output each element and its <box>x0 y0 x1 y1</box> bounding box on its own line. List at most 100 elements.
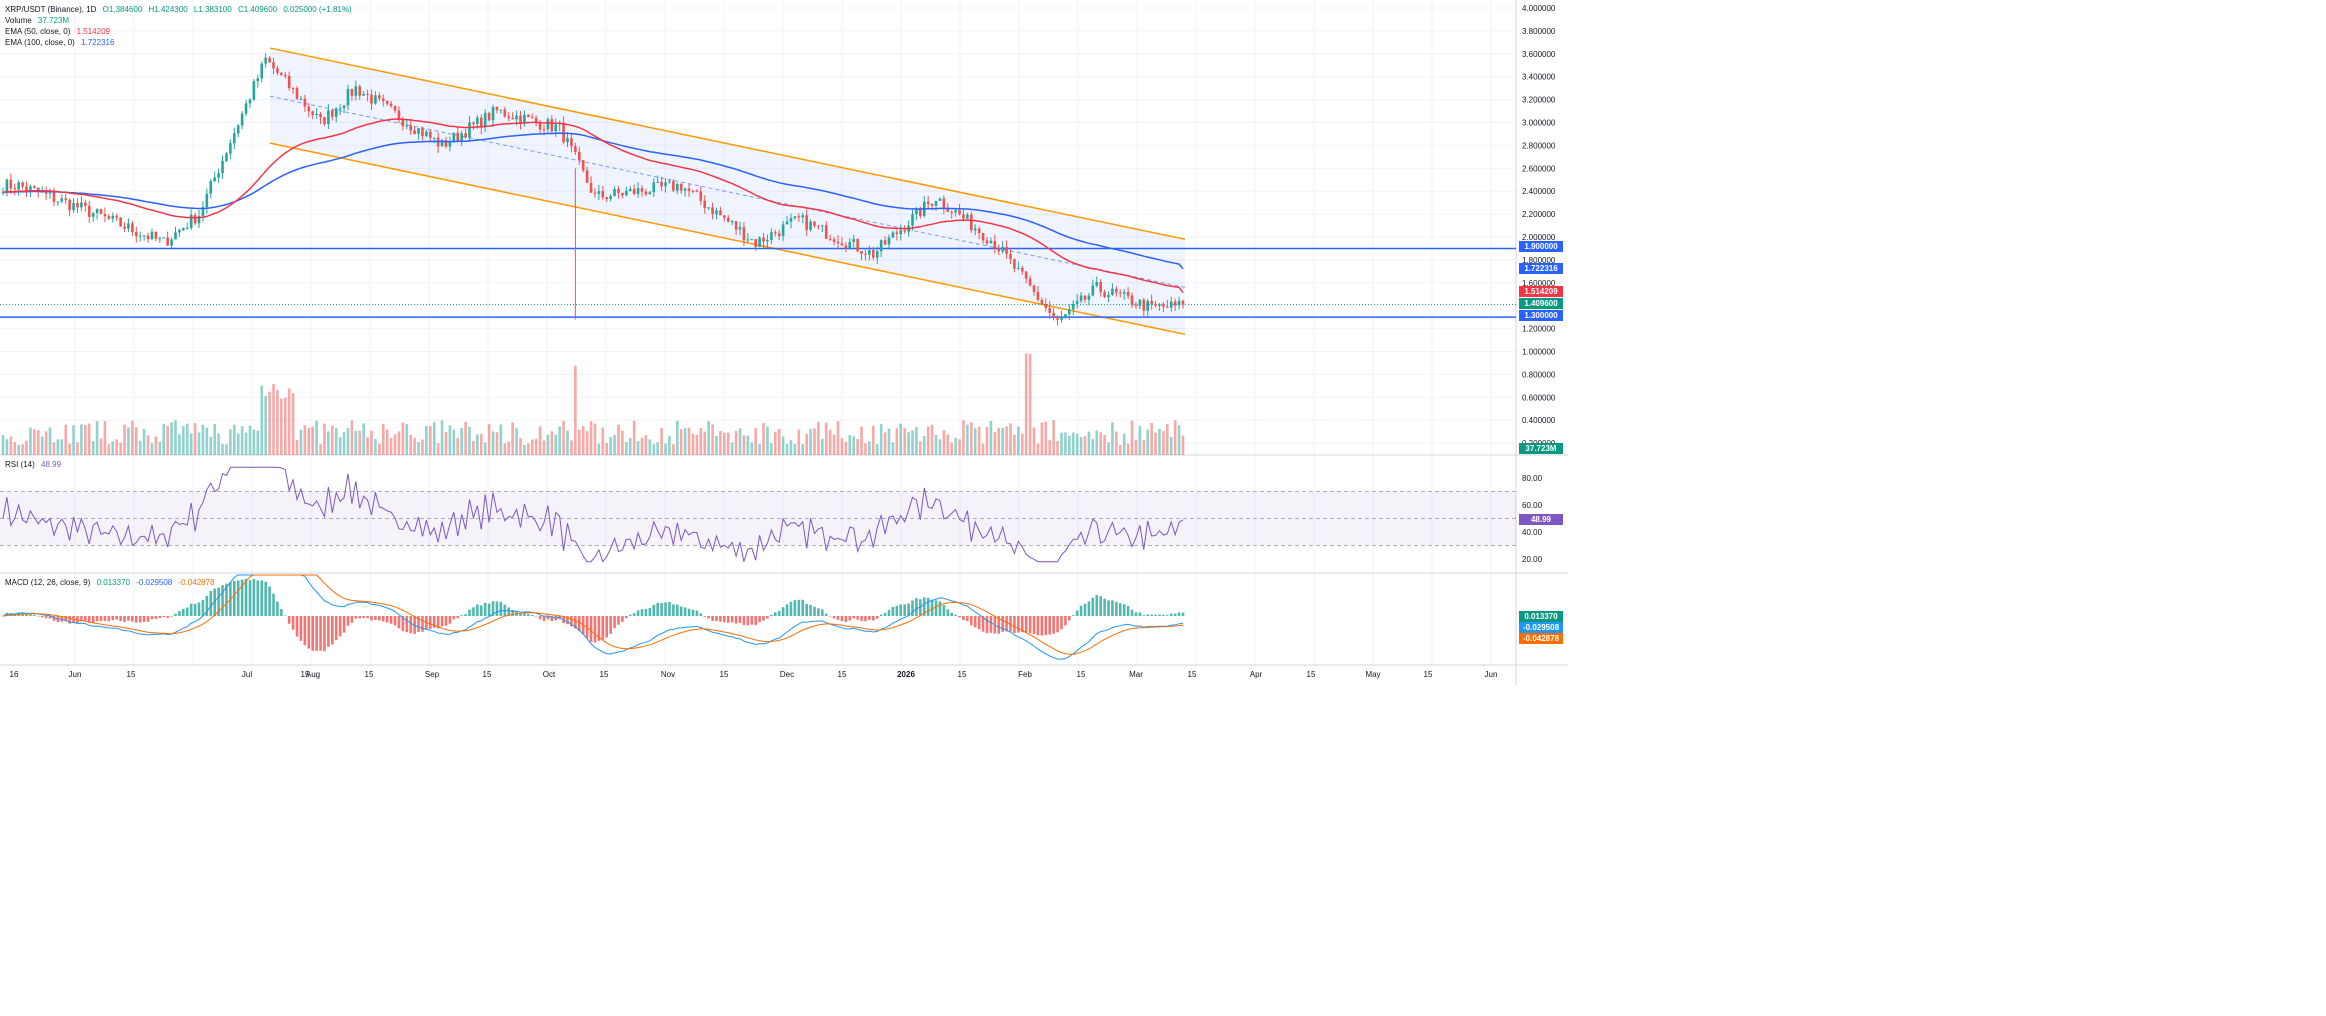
change-value: 0.025000 (+1.81%) <box>283 5 352 14</box>
candle-body <box>703 200 707 208</box>
candle-body <box>472 122 475 124</box>
volume-bar <box>903 427 906 455</box>
volume-bar <box>189 433 193 455</box>
candle-body <box>491 107 495 121</box>
volume-bar <box>1056 441 1059 455</box>
macd-histogram-bar <box>715 616 718 621</box>
volume-bar <box>425 425 428 455</box>
candle-body <box>1181 300 1185 305</box>
candle-body <box>440 140 444 147</box>
candle-body <box>460 133 463 141</box>
volume-bar <box>429 426 432 455</box>
volume-bar <box>138 440 142 455</box>
volume-bar <box>981 443 985 455</box>
volume-bar <box>409 434 413 455</box>
volume-bar <box>934 434 938 455</box>
candle-body <box>919 208 922 217</box>
channel-upper-line <box>269 47 1186 241</box>
ema100-tag: 1.722316 <box>1519 263 1563 274</box>
volume-bar <box>644 435 648 455</box>
volume-bar <box>985 426 989 455</box>
volume-bar <box>1154 432 1157 455</box>
candle-body <box>864 253 867 255</box>
macd-histogram-bar <box>213 588 216 616</box>
candle-body <box>668 181 671 183</box>
macd-histogram-bar <box>703 616 707 617</box>
candle-body <box>291 87 295 89</box>
macd-histogram-bar <box>185 607 189 616</box>
candle-body <box>511 118 514 120</box>
volume-bar <box>699 428 703 455</box>
macd-histogram-bar <box>1005 616 1008 632</box>
volume-bar <box>346 427 350 455</box>
candle-body <box>334 108 338 117</box>
macd-histogram-bar <box>601 616 605 640</box>
candle-body <box>534 117 538 122</box>
time-axis-label: 15 <box>1187 670 1197 679</box>
candle-body <box>272 62 275 69</box>
macd-histogram-bar <box>107 616 111 622</box>
volume-bar <box>1044 421 1048 455</box>
macd-histogram-bar <box>1099 596 1102 616</box>
volume-bar <box>605 443 609 455</box>
macd-histogram-bar <box>448 616 452 624</box>
macd-histogram-bar <box>1 616 5 617</box>
volume-bar <box>785 443 789 455</box>
volume-bar <box>1068 435 1071 455</box>
candle-body <box>36 187 40 193</box>
candle-body <box>244 103 248 114</box>
volume-bar <box>672 444 675 455</box>
candle-body <box>679 184 683 191</box>
time-axis-label: Nov <box>660 670 676 679</box>
macd-histogram-bar <box>158 616 162 619</box>
macd-histogram-bar <box>883 612 887 616</box>
volume-bar <box>636 441 640 455</box>
candle-body <box>1056 316 1059 320</box>
candle-body <box>758 237 761 247</box>
price-chart[interactable]: 4.000000 3.800000 3.600000 3.400000 3.200000… <box>0 0 1568 685</box>
macd-histogram-bar <box>511 609 514 616</box>
volume-bar <box>821 438 824 455</box>
volume-bar <box>197 432 201 455</box>
macd-histogram-bar <box>570 616 573 627</box>
volume-bar <box>374 438 377 455</box>
macd-histogram-bar <box>625 616 628 619</box>
volume-bar <box>36 430 40 455</box>
volume-bar <box>385 429 389 455</box>
macd-histogram-bar <box>29 614 32 616</box>
rsi-axis-label: 20.00 <box>1522 555 1543 564</box>
time-axis-label: Mar <box>1129 670 1143 679</box>
macd-histogram-bar <box>272 593 275 616</box>
price-axis-label: 2.400000 <box>1522 187 1556 196</box>
volume-bar <box>342 432 346 455</box>
price-axis-label: 3.600000 <box>1522 50 1556 59</box>
macd-histogram-bar <box>989 616 993 633</box>
macd-histogram-bar <box>1115 601 1118 616</box>
candle-body <box>719 210 722 216</box>
macd-histogram-bar <box>397 616 401 629</box>
macd-histogram-bar <box>523 613 526 616</box>
macd-histogram-bar <box>225 583 228 616</box>
macd-histogram-bar <box>970 616 973 626</box>
macd-histogram-bar <box>770 614 773 616</box>
macd-histogram-bar <box>938 601 942 616</box>
candle-body <box>142 235 146 237</box>
macd-histogram-bar <box>381 616 385 622</box>
candle-body <box>362 93 365 96</box>
volume-bar <box>417 442 420 455</box>
candle-body <box>370 94 373 104</box>
volume-bar <box>1091 439 1095 455</box>
candle-body <box>52 192 56 202</box>
candle-body <box>452 132 456 143</box>
macd-histogram-bar <box>91 616 95 623</box>
volume-bar <box>687 427 691 455</box>
candle-body <box>225 153 228 161</box>
candle-body <box>942 198 946 208</box>
macd-histogram-bar <box>1028 616 1032 634</box>
volume-bar <box>1138 425 1142 455</box>
candle-body <box>201 207 205 216</box>
candle-body <box>1052 312 1055 317</box>
channel-fill <box>270 48 1185 335</box>
macd-histogram-bar <box>1068 616 1071 621</box>
candle-body <box>785 221 789 225</box>
